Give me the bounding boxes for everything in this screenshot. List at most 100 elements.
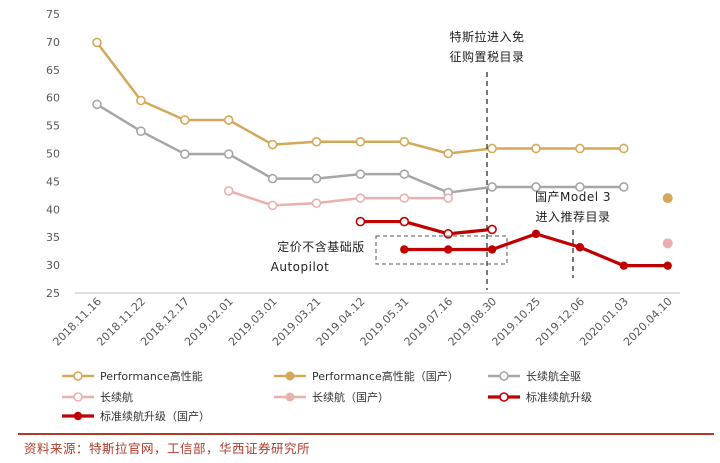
series-2-point-5 (311, 173, 322, 184)
legend-label-3: 长续航 (100, 390, 133, 404)
series-2-point-0 (92, 99, 102, 110)
legend-label-6: 标准续航升级（国产） (100, 409, 210, 423)
series-2-point-9 (487, 182, 497, 192)
series-5-point-6 (355, 216, 366, 227)
legend-swatch-marker-3 (73, 392, 83, 402)
annotation-model3-line-2: 进入推荐目录 (535, 210, 610, 224)
y-tick-label-35: 35 (46, 231, 60, 244)
series-5-point-7 (399, 216, 410, 227)
series-6-point-10 (531, 229, 541, 239)
legend-swatch-marker-6 (73, 411, 83, 421)
series-0-point-4 (267, 139, 278, 150)
series-3 (223, 186, 454, 211)
legend-label-4: 长续航（国产） (312, 390, 389, 404)
y-tick-label-40: 40 (46, 203, 60, 216)
x-axis: 2018.11.162018.11.222018.12.172019.02.01… (50, 292, 680, 349)
legend-item-1: Performance高性能（国产） (274, 369, 459, 383)
series-2-point-11 (575, 182, 585, 192)
annotation-autopilot-line-2: Autopilot (271, 260, 330, 274)
series-3-point-3 (223, 186, 234, 196)
annotation-tax-line-1: 特斯拉进入免 (449, 29, 524, 44)
series-layer (92, 37, 673, 270)
y-tick-label-65: 65 (46, 64, 60, 77)
series-6-line-0 (404, 232, 668, 268)
annotation-autopilot-line-1: 定价不含基础版 (277, 239, 365, 254)
series-5-point-9 (487, 224, 497, 235)
annotation-layer: 特斯拉进入免 征购置税目录 国产Model 3 进入推荐目录 定价不含基础版 A… (271, 29, 611, 290)
series-5-point-8 (443, 229, 454, 239)
legend-item-2: 长续航全驱 (488, 369, 581, 383)
legend-item-5: 标准续航升级 (488, 390, 592, 404)
legend-label-2: 长续航全驱 (526, 369, 581, 383)
y-tick-label-55: 55 (46, 120, 60, 133)
y-axis: 25 30 35 40 45 50 55 60 65 70 75 (46, 8, 60, 300)
series-0-point-7 (399, 136, 410, 147)
series-0-point-1 (136, 95, 146, 106)
y-tick-label-70: 70 (46, 36, 60, 49)
series-2-point-4 (267, 173, 278, 184)
series-6-point-11 (575, 243, 585, 252)
legend-item-3: 长续航 (62, 390, 133, 404)
legend-item-4: 长续航（国产） (274, 390, 389, 404)
source-divider (18, 433, 714, 435)
legend-label-1: Performance高性能（国产） (312, 369, 459, 383)
series-6-point-13 (663, 261, 672, 270)
y-tick-label-60: 60 (46, 92, 60, 105)
legend-label-0: Performance高性能 (100, 369, 203, 383)
series-0-point-11 (575, 143, 585, 154)
series-6-point-8 (444, 245, 453, 254)
y-tick-label-75: 75 (46, 8, 60, 21)
legend-item-6: 标准续航升级（国产） (62, 409, 210, 423)
series-3-point-5 (311, 198, 322, 208)
annotation-tax-line-2: 征购置税目录 (449, 49, 524, 64)
series-6-point-7 (400, 245, 409, 254)
series-6-point-12 (619, 261, 628, 270)
legend-swatch-marker-1 (285, 371, 295, 381)
series-2 (92, 99, 629, 198)
series-0-point-9 (487, 143, 497, 154)
y-tick-label-50: 50 (46, 148, 60, 161)
series-2-point-7 (399, 169, 410, 179)
series-2-point-2 (180, 149, 190, 159)
legend-swatch-marker-5 (499, 392, 509, 402)
series-5-line-0 (360, 219, 493, 236)
series-6 (400, 229, 672, 270)
series-3-point-4 (267, 200, 278, 211)
series-6-point-9 (487, 245, 497, 254)
series-0-point-3 (223, 115, 234, 125)
annotation-autopilot-box (375, 235, 508, 265)
series-2-point-10 (531, 182, 541, 192)
legend-swatch-marker-0 (73, 371, 83, 381)
source-note: 资料来源：特斯拉官网，工信部，华西证券研究所 (24, 441, 311, 456)
series-3-line-0 (228, 189, 449, 207)
series-3-point-6 (355, 193, 366, 203)
series-1 (662, 193, 673, 204)
series-0-point-12 (618, 143, 629, 154)
series-0-point-5 (311, 136, 322, 147)
series-0-point-2 (180, 115, 190, 125)
series-3-point-8 (443, 193, 454, 203)
series-3-point-7 (399, 193, 410, 203)
legend-item-0: Performance高性能 (62, 369, 203, 383)
series-4-point-13 (662, 238, 673, 249)
series-2-point-3 (223, 149, 234, 159)
legend: Performance高性能 Performance高性能（国产） 长续航全驱长续航… (62, 369, 592, 423)
annotation-model3-line-1: 国产Model 3 (535, 190, 611, 204)
series-0-point-8 (443, 148, 454, 159)
series-0-point-10 (531, 143, 541, 154)
series-1-point-13 (662, 193, 673, 204)
y-tick-label-25: 25 (46, 287, 60, 300)
series-4 (662, 238, 673, 249)
series-0-line-0 (96, 41, 624, 155)
y-tick-label-30: 30 (46, 259, 60, 272)
series-0 (92, 37, 629, 159)
series-2-point-6 (355, 169, 366, 179)
series-0-point-6 (355, 136, 366, 147)
y-tick-label-45: 45 (46, 175, 60, 188)
legend-label-5: 标准续航升级 (526, 390, 592, 404)
series-2-point-1 (136, 126, 146, 136)
legend-swatch-marker-2 (499, 371, 509, 381)
series-5 (355, 216, 497, 239)
series-2-point-12 (618, 182, 629, 192)
